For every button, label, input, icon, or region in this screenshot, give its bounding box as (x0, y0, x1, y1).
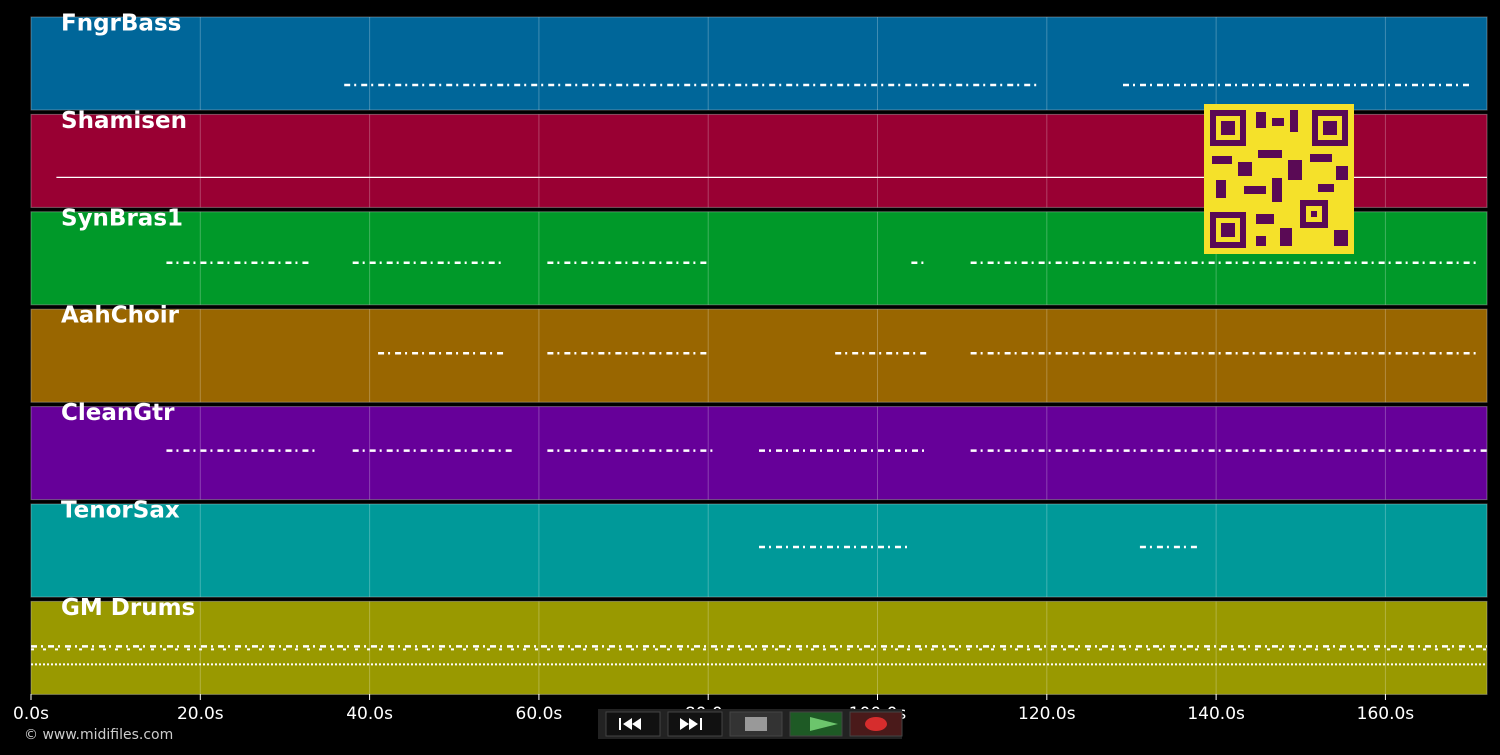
stop-button[interactable] (729, 711, 783, 737)
track-lane (30, 16, 1488, 111)
track-name: SynBras1 (61, 205, 183, 231)
x-tick-label: 160.0s (1357, 704, 1415, 724)
track-name: FngrBass (61, 11, 181, 37)
rewind-button[interactable] (605, 711, 661, 737)
x-tick-label: 0.0s (13, 704, 49, 724)
copyright: © www.midifiles.com (24, 727, 173, 743)
track-lane (30, 406, 1488, 501)
play-button[interactable] (789, 711, 843, 737)
track-lane (30, 503, 1488, 598)
x-tick-label: 120.0s (1018, 704, 1076, 724)
track-name: CleanGtr (61, 400, 175, 426)
track-name: GM Drums (61, 595, 195, 621)
record-button[interactable] (849, 711, 903, 737)
x-tick-label: 40.0s (346, 704, 393, 724)
track-name: TenorSax (61, 498, 180, 524)
track-name: AahChoir (61, 303, 180, 329)
track-lane (30, 308, 1488, 403)
x-tick-label: 20.0s (177, 704, 224, 724)
track-name: Shamisen (61, 108, 187, 134)
x-tick-label: 60.0s (516, 704, 563, 724)
fast-forward-button[interactable] (667, 711, 723, 737)
qr-code (1204, 104, 1354, 254)
x-tick-label: 140.0s (1187, 704, 1245, 724)
transport-controls (598, 709, 903, 739)
track-lane (30, 600, 1488, 695)
